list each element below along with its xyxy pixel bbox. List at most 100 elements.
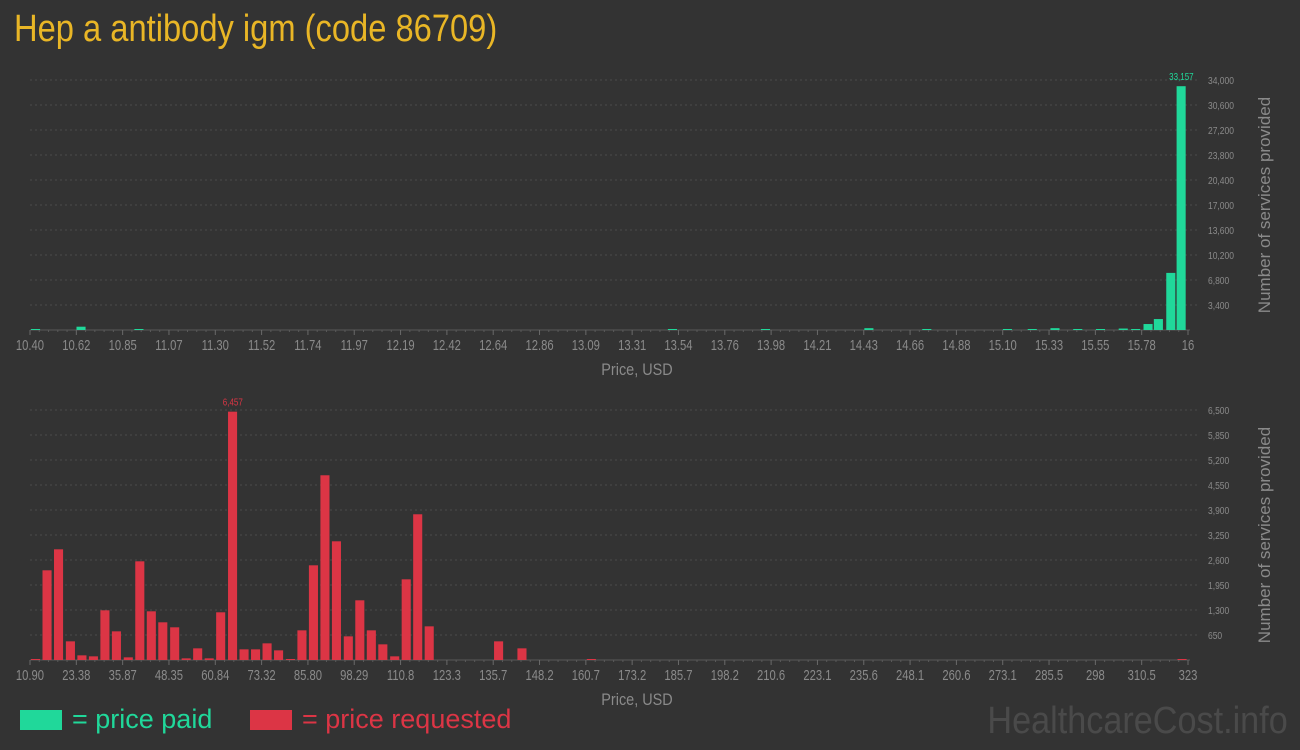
bar — [297, 630, 307, 660]
y-tick-label: 1,300 — [1208, 605, 1229, 616]
x-tick-label: 273.1 — [989, 666, 1017, 683]
x-tick-label: 14.66 — [896, 336, 924, 353]
bar — [239, 649, 249, 660]
x-tick-label: 323 — [1179, 666, 1198, 683]
bar — [366, 630, 376, 660]
x-tick-label: 10.40 — [16, 336, 44, 353]
x-tick-label: 35.87 — [109, 666, 137, 683]
bar — [320, 475, 330, 660]
x-tick-label: 13.98 — [757, 336, 785, 353]
x-tick-label: 248.1 — [896, 666, 924, 683]
bar — [1050, 328, 1060, 330]
x-tick-label: 110.8 — [387, 666, 414, 683]
legend-swatch-paid — [20, 709, 62, 730]
x-tick-label: 10.90 — [16, 666, 44, 683]
bar — [193, 648, 203, 660]
x-tick-label: 14.88 — [942, 336, 970, 353]
x-tick-label: 14.43 — [850, 336, 878, 353]
legend-label-requested: = price requested — [302, 704, 512, 734]
bar — [586, 659, 596, 660]
bar — [1177, 659, 1187, 660]
bar — [390, 656, 400, 660]
bar — [1166, 272, 1176, 330]
price-paid-chart: 3,400 6,800 10,200 13,600 17,000 20,400 23,800… — [16, 71, 1274, 379]
watermark: HealthcareCost.info — [987, 700, 1288, 742]
bar — [111, 631, 121, 660]
legend-price-paid: = price paid — [20, 704, 212, 735]
bar — [134, 329, 144, 330]
bar — [1095, 329, 1106, 330]
x-tick-label: 185.7 — [664, 666, 692, 683]
x-tick-label: 148.2 — [525, 666, 553, 683]
x-tick-label: 11.52 — [248, 336, 275, 353]
x-tick-label: 85.80 — [294, 666, 322, 683]
bar — [228, 411, 238, 660]
y-tick-label: 650 — [1208, 630, 1222, 641]
y-tick-label: 17,000 — [1208, 200, 1234, 211]
y-tick-label: 20,400 — [1208, 175, 1234, 186]
x-tick-label: 310.5 — [1128, 666, 1156, 683]
y-tick-label: 3,400 — [1208, 300, 1229, 311]
bar — [1002, 329, 1012, 330]
y-tick-label: 4,550 — [1208, 480, 1229, 491]
bar — [42, 570, 52, 660]
bar — [424, 626, 434, 660]
bar — [1153, 319, 1163, 330]
bar — [1073, 329, 1083, 330]
bar — [262, 643, 272, 660]
y-tick-label: 34,000 — [1208, 75, 1234, 86]
bar — [922, 329, 932, 330]
x-tick-label: 198.2 — [711, 666, 739, 683]
y-tick-label: 3,250 — [1208, 530, 1229, 541]
bar — [274, 650, 284, 660]
y-tick-label: 3,900 — [1208, 505, 1229, 516]
bar — [401, 579, 411, 660]
bar — [1027, 329, 1037, 330]
bar — [88, 656, 98, 660]
bar — [65, 641, 75, 660]
x-tick-label: 23.38 — [62, 666, 90, 683]
bar — [355, 600, 365, 660]
y-tick-label: 10,200 — [1208, 250, 1234, 261]
x-tick-label: 14.21 — [803, 336, 831, 353]
x-tick-label: 160.7 — [572, 666, 600, 683]
bar — [251, 649, 261, 660]
bar — [216, 612, 226, 660]
y-axis-title: Number of services provided — [1255, 97, 1274, 313]
bar — [1176, 86, 1186, 330]
max-value-label: 33,157 — [1169, 71, 1193, 82]
x-tick-label: 123.3 — [433, 666, 461, 683]
y-tick-label: 30,600 — [1208, 100, 1234, 111]
x-tick-label: 15.33 — [1035, 336, 1063, 353]
x-tick-label: 60.84 — [201, 666, 229, 683]
legend-label-paid: = price paid — [72, 704, 213, 734]
x-tick-label: 15.78 — [1128, 336, 1156, 353]
bar — [1131, 329, 1141, 330]
x-tick-label: 12.86 — [525, 336, 553, 353]
x-tick-label: 73.32 — [248, 666, 276, 683]
bar — [1118, 328, 1128, 330]
x-tick-label: 12.42 — [433, 336, 461, 353]
x-tick-label: 223.1 — [803, 666, 831, 683]
bar — [864, 328, 874, 330]
bar — [494, 641, 504, 660]
bar — [76, 326, 86, 330]
y-tick-label: 5,850 — [1208, 430, 1229, 441]
x-tick-label: 11.74 — [294, 336, 321, 353]
x-tick-label: 11.30 — [202, 336, 229, 353]
bar — [100, 610, 110, 660]
bar — [331, 541, 341, 660]
bar — [760, 329, 771, 330]
page-title: Hep a antibody igm (code 86709) — [14, 8, 498, 50]
x-tick-label: 12.64 — [479, 336, 507, 353]
bar — [31, 659, 41, 660]
bar — [204, 658, 214, 660]
y-axis-title: Number of services provided — [1255, 427, 1274, 643]
y-tick-label: 6,500 — [1208, 405, 1229, 416]
x-tick-label: 173.2 — [618, 666, 646, 683]
x-tick-label: 210.6 — [757, 666, 785, 683]
bar — [146, 611, 156, 660]
x-tick-label: 11.07 — [155, 336, 182, 353]
x-axis-title: Price, USD — [601, 361, 672, 379]
x-tick-label: 135.7 — [479, 666, 507, 683]
